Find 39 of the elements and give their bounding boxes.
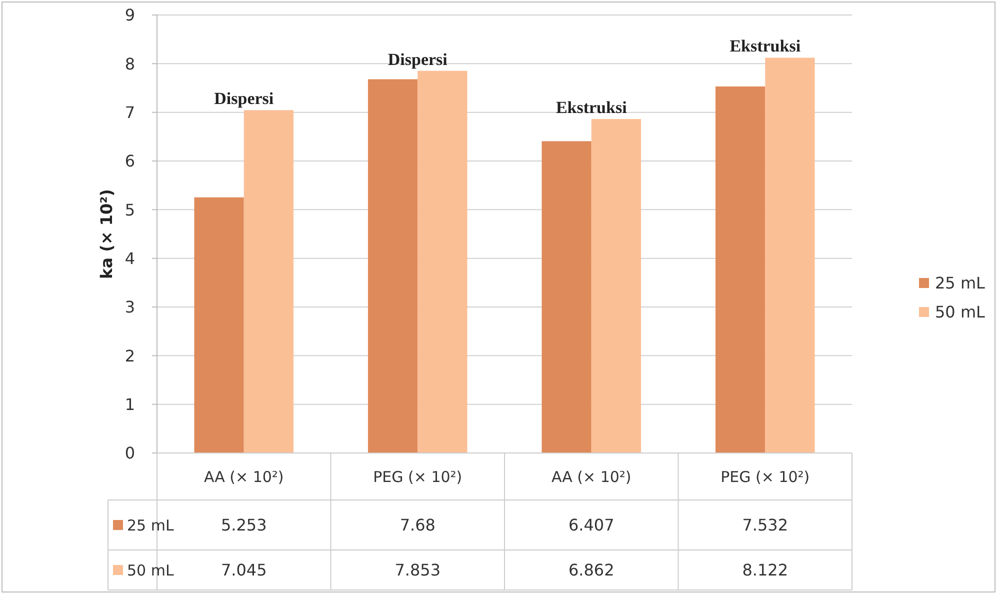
bar: [765, 58, 815, 453]
bar: [715, 86, 766, 453]
x-tick-label: AA (× 10²): [204, 468, 284, 486]
annotation: Dispersi: [388, 50, 448, 69]
x-tick-label: AA (× 10²): [551, 468, 632, 486]
data-label: 5.253: [220, 516, 267, 535]
data-label: 6.407: [568, 516, 614, 535]
data-label: 7.045: [220, 560, 267, 580]
data-label: 7.532: [742, 516, 788, 535]
y-tick-label: 0: [124, 444, 135, 463]
legend-label: 25 mL: [127, 516, 174, 534]
y-tick-label: 7: [124, 102, 135, 122]
text: 25 mL: [935, 274, 985, 293]
data-label: 6.862: [568, 560, 614, 580]
y-axis-title: ka (× 10²): [97, 189, 116, 279]
data-label: 8.122: [742, 560, 788, 580]
data-label: 7.68: [400, 516, 436, 535]
bar: [418, 70, 468, 453]
bar: [194, 197, 244, 453]
bar: [542, 141, 592, 453]
y-tick-label: 8: [124, 54, 135, 74]
y-tick-label: 2: [124, 346, 135, 366]
bar: [368, 79, 418, 453]
y-tick-label: 6: [124, 152, 135, 171]
y-tick-label: 3: [124, 298, 135, 317]
y-tick-label: 9: [124, 6, 135, 25]
annotation: Dispersi: [214, 89, 274, 108]
annotation: Ekstruksi: [556, 98, 628, 118]
x-tick-label: PEG (× 10²): [373, 468, 462, 486]
y-tick-label: 1: [124, 394, 135, 414]
annotation: Ekstruksi: [730, 36, 801, 56]
bar: [591, 119, 642, 453]
x-tick-label: PEG (× 10²): [720, 468, 810, 486]
text: 50 mL: [127, 561, 174, 580]
legend-label: 50 mL: [935, 302, 986, 322]
data-label: 7.853: [394, 560, 441, 580]
bar: [244, 110, 294, 453]
y-tick-label: 5: [124, 200, 135, 220]
y-tick-label: 4: [124, 248, 135, 268]
